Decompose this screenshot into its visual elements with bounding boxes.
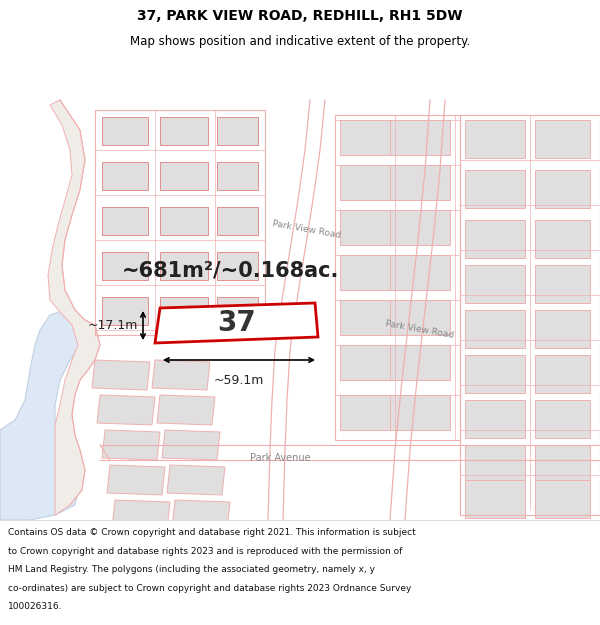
Polygon shape	[102, 297, 148, 325]
Polygon shape	[160, 297, 208, 325]
Polygon shape	[155, 303, 318, 343]
Polygon shape	[340, 300, 400, 335]
Polygon shape	[160, 117, 208, 145]
Polygon shape	[390, 395, 450, 430]
Text: Park View Road: Park View Road	[272, 219, 342, 241]
Polygon shape	[535, 310, 590, 348]
Polygon shape	[465, 170, 525, 208]
Polygon shape	[102, 252, 148, 280]
Text: ~59.1m: ~59.1m	[214, 374, 264, 387]
Polygon shape	[160, 252, 208, 280]
Text: co-ordinates) are subject to Crown copyright and database rights 2023 Ordnance S: co-ordinates) are subject to Crown copyr…	[8, 584, 411, 592]
Polygon shape	[465, 355, 525, 393]
Polygon shape	[97, 395, 155, 425]
Polygon shape	[112, 500, 170, 530]
Polygon shape	[0, 310, 85, 520]
Text: HM Land Registry. The polygons (including the associated geometry, namely x, y: HM Land Registry. The polygons (includin…	[8, 565, 375, 574]
Polygon shape	[102, 162, 148, 190]
Polygon shape	[390, 300, 450, 335]
Text: Map shows position and indicative extent of the property.: Map shows position and indicative extent…	[130, 35, 470, 48]
Polygon shape	[160, 162, 208, 190]
Polygon shape	[535, 265, 590, 303]
Polygon shape	[152, 360, 210, 390]
Polygon shape	[172, 500, 230, 530]
Text: 37, PARK VIEW ROAD, REDHILL, RH1 5DW: 37, PARK VIEW ROAD, REDHILL, RH1 5DW	[137, 9, 463, 23]
Polygon shape	[217, 207, 258, 235]
Polygon shape	[340, 210, 400, 245]
Text: Park View Road: Park View Road	[385, 319, 455, 341]
Polygon shape	[390, 120, 450, 155]
Polygon shape	[102, 430, 160, 460]
Polygon shape	[465, 220, 525, 258]
Polygon shape	[340, 120, 400, 155]
Polygon shape	[465, 400, 525, 438]
Polygon shape	[535, 400, 590, 438]
Polygon shape	[390, 345, 450, 380]
Polygon shape	[535, 220, 590, 258]
Text: ~681m²/~0.168ac.: ~681m²/~0.168ac.	[121, 260, 338, 280]
Polygon shape	[535, 480, 590, 518]
Polygon shape	[48, 100, 100, 515]
Text: 100026316.: 100026316.	[8, 602, 62, 611]
Text: ~17.1m: ~17.1m	[88, 319, 138, 332]
Polygon shape	[92, 360, 150, 390]
Polygon shape	[107, 465, 165, 495]
Polygon shape	[102, 207, 148, 235]
Polygon shape	[535, 170, 590, 208]
Polygon shape	[340, 165, 400, 200]
Polygon shape	[167, 465, 225, 495]
Polygon shape	[157, 395, 215, 425]
Polygon shape	[340, 345, 400, 380]
Polygon shape	[160, 207, 208, 235]
Polygon shape	[535, 355, 590, 393]
Text: to Crown copyright and database rights 2023 and is reproduced with the permissio: to Crown copyright and database rights 2…	[8, 547, 402, 556]
Polygon shape	[390, 255, 450, 290]
Polygon shape	[465, 120, 525, 158]
Polygon shape	[535, 120, 590, 158]
Polygon shape	[340, 395, 400, 430]
Polygon shape	[390, 165, 450, 200]
Polygon shape	[465, 445, 525, 483]
Polygon shape	[102, 117, 148, 145]
Polygon shape	[465, 310, 525, 348]
Text: 37: 37	[218, 309, 256, 337]
Polygon shape	[217, 297, 258, 325]
Text: Contains OS data © Crown copyright and database right 2021. This information is : Contains OS data © Crown copyright and d…	[8, 528, 416, 538]
Polygon shape	[217, 252, 258, 280]
Polygon shape	[465, 480, 525, 518]
Polygon shape	[162, 430, 220, 460]
Text: Park Avenue: Park Avenue	[250, 453, 310, 463]
Polygon shape	[217, 162, 258, 190]
Polygon shape	[465, 265, 525, 303]
Polygon shape	[535, 445, 590, 483]
Polygon shape	[390, 210, 450, 245]
Polygon shape	[340, 255, 400, 290]
Polygon shape	[217, 117, 258, 145]
